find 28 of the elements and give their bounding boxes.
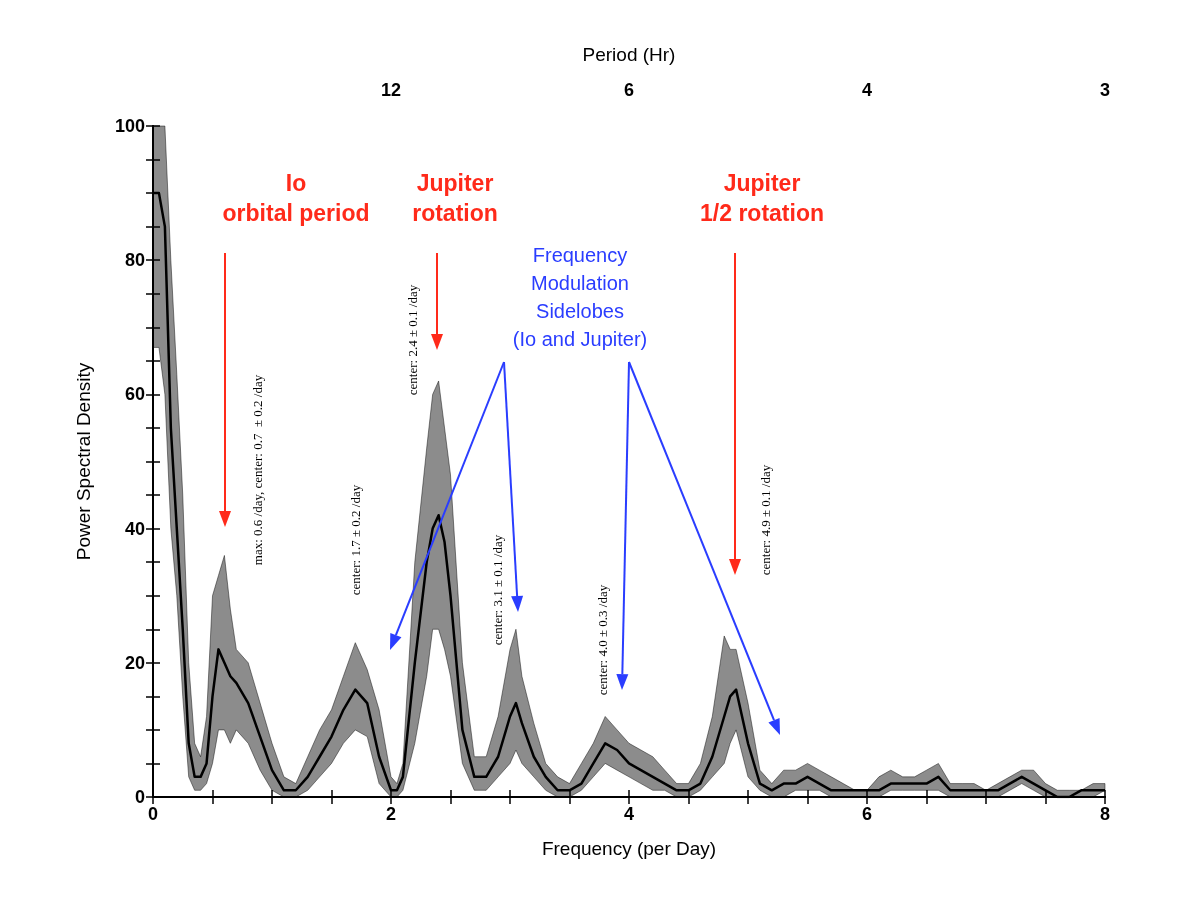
- text: 12: [380, 80, 402, 100]
- annotation: center: 3.1 ± 0.1 /day: [489, 534, 505, 646]
- x-tick-label: 2: [385, 804, 397, 824]
- annotation: max: 0.6 /day, center: 0.7 ± 0.2 /day: [249, 374, 265, 566]
- x2-axis-title: Period (Hr): [582, 44, 676, 65]
- x-tick-label: 8: [1099, 804, 1111, 824]
- y-tick-label: 80: [124, 250, 145, 271]
- text: 4: [861, 80, 873, 100]
- annotation: Jupiter 1/2 rotation: [700, 170, 824, 226]
- x-axis-title: Frequency (per Day): [541, 838, 717, 859]
- y-tick-label: 100: [114, 116, 145, 136]
- text: 6: [623, 80, 635, 100]
- y-tick-label: 0: [134, 787, 145, 807]
- x-tick-label: 0: [147, 804, 159, 824]
- x-tick-label: 6: [861, 804, 873, 824]
- x-tick-label: 4: [623, 804, 635, 824]
- y-tick-label: 60: [124, 384, 145, 405]
- y-tick-label: 40: [124, 518, 145, 539]
- y-axis-title: Power Spectral Density: [73, 362, 94, 561]
- annotation: center: 4.9 ± 0.1 /day: [757, 464, 773, 576]
- annotation: center: 4.0 ± 0.3 /day: [594, 584, 610, 696]
- annotation: center: 1.7 ± 0.2 /day: [347, 484, 363, 596]
- annotation: center: 2.4 ± 0.1 /day: [404, 284, 420, 396]
- annotation: Jupiter rotation: [412, 170, 498, 226]
- annotation: Io orbital period: [222, 170, 370, 226]
- text: 3: [1099, 80, 1111, 100]
- annotation: Frequency Modulation Sidelobes (Io and Jupiter): [512, 244, 648, 350]
- y-tick-label: 20: [124, 652, 145, 673]
